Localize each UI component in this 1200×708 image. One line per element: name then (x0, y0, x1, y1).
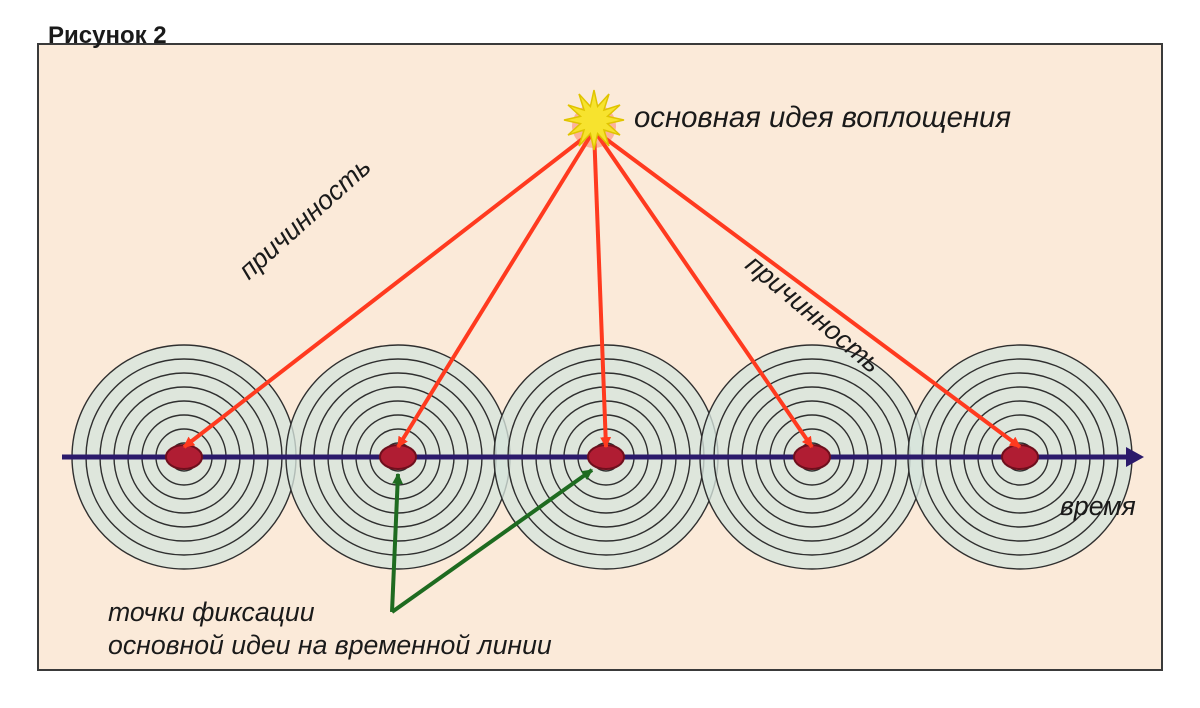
fixation-point (1002, 445, 1038, 469)
fixation-point (794, 445, 830, 469)
fixation-point (380, 445, 416, 469)
fixation-point (166, 445, 202, 469)
diagram-root: Рисунок 2 основная идея воплощения время… (0, 0, 1200, 708)
fixation-point (588, 445, 624, 469)
source-label: основная идея воплощения (634, 100, 1011, 137)
fixation-annotation: точки фиксации основной идеи на временно… (108, 596, 552, 663)
timeline-label: время (1060, 490, 1136, 523)
figure-title: Рисунок 2 (48, 22, 167, 50)
